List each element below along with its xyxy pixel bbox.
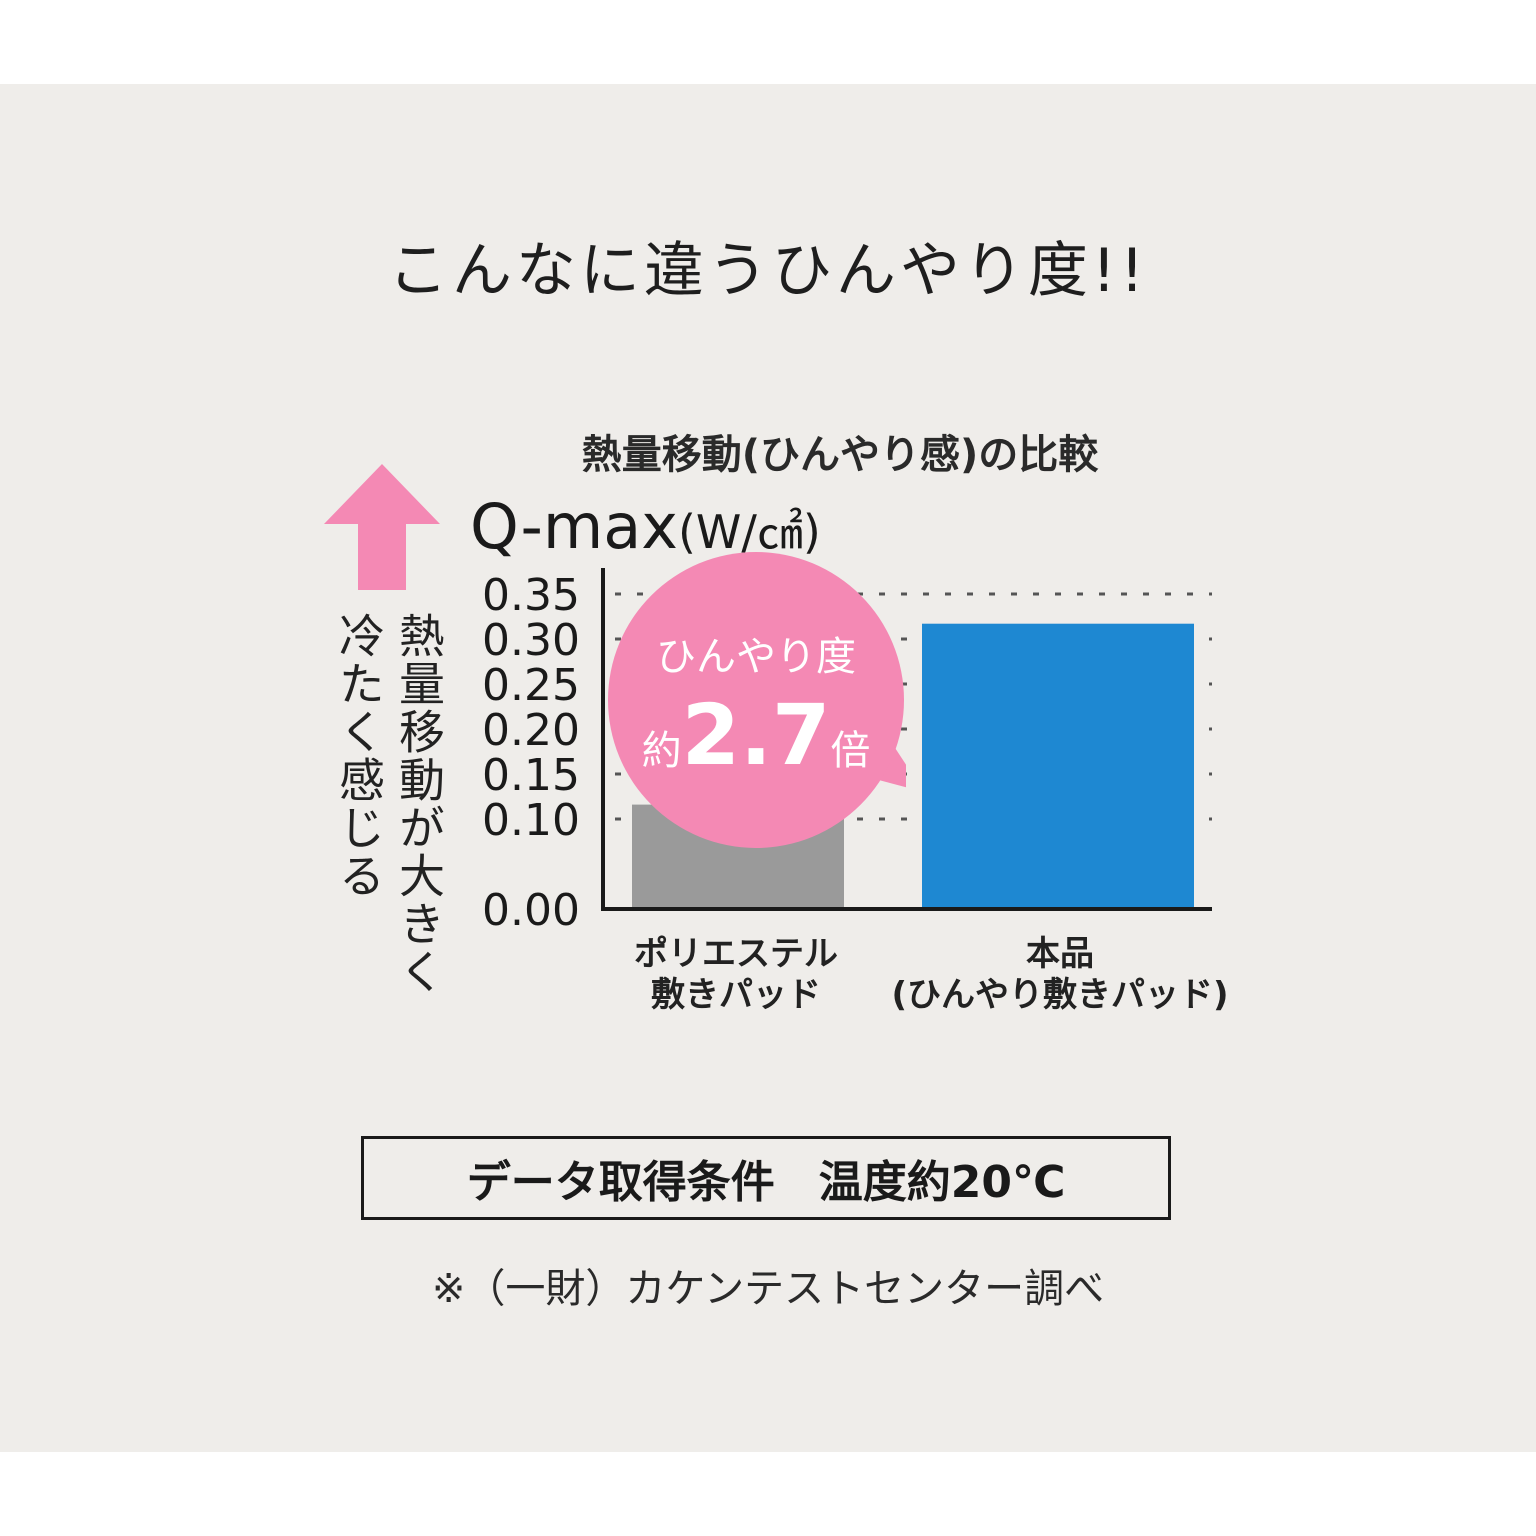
up-arrow-icon — [324, 464, 440, 590]
bars — [632, 623, 1194, 909]
y-tick-label: 0.30 — [482, 615, 580, 666]
bubble-value: 2.7 — [682, 686, 831, 784]
source-note: ※（一財）カケンテストセンター調べ — [431, 1266, 1105, 1312]
y-tick-label: 0.35 — [482, 570, 580, 621]
y-axis-ticks: 0.350.300.250.200.150.10 0.00 — [482, 570, 580, 936]
chart-title: 熱量移動(ひんやり感)の比較 — [581, 432, 1099, 478]
condition-box: データ取得条件 温度約20℃ — [361, 1136, 1171, 1220]
side-note-heat-transfer: 熱量移動が大きく — [392, 612, 446, 996]
side-note-feels-cold: 冷たく感じる — [332, 612, 386, 900]
bubble-ratio: 約2.7倍 — [642, 686, 871, 784]
y-tick-label: 0.25 — [482, 660, 580, 711]
y-axis-metric: Q-max — [470, 490, 678, 563]
x-label-line: 本品 — [1026, 934, 1094, 974]
y-axis-unit: (W/㎠) — [677, 505, 821, 559]
x-label-line: ポリエステル — [634, 934, 838, 974]
y-tick-label: 0.20 — [482, 705, 580, 756]
y-tick-label: 0.00 — [482, 885, 580, 936]
bar-product — [922, 623, 1194, 909]
y-tick-label: 0.15 — [482, 750, 580, 801]
y-tick-label: 0.10 — [482, 795, 580, 846]
bubble-circle — [608, 552, 904, 848]
x-label-line: (ひんやり敷きパッド) — [891, 975, 1229, 1016]
x-label-product: 本品 (ひんやり敷きパッド) — [880, 934, 1240, 1017]
x-label-line: 敷きパッド — [651, 975, 821, 1016]
comparison-bubble: ひんやり度 約2.7倍 — [608, 552, 906, 848]
bubble-line1: ひんやり度 — [656, 634, 856, 680]
bubble-suffix: 倍 — [830, 728, 870, 774]
headline: こんなに違うひんやり度!! — [387, 236, 1149, 306]
bar-chart: 0.350.300.250.200.150.10 0.00 — [482, 568, 1212, 936]
bubble-prefix: 約 — [642, 728, 682, 774]
x-label-polyester: ポリエステル 敷きパッド — [606, 934, 866, 1017]
y-axis-label: Q-max(W/㎠) — [470, 490, 821, 563]
